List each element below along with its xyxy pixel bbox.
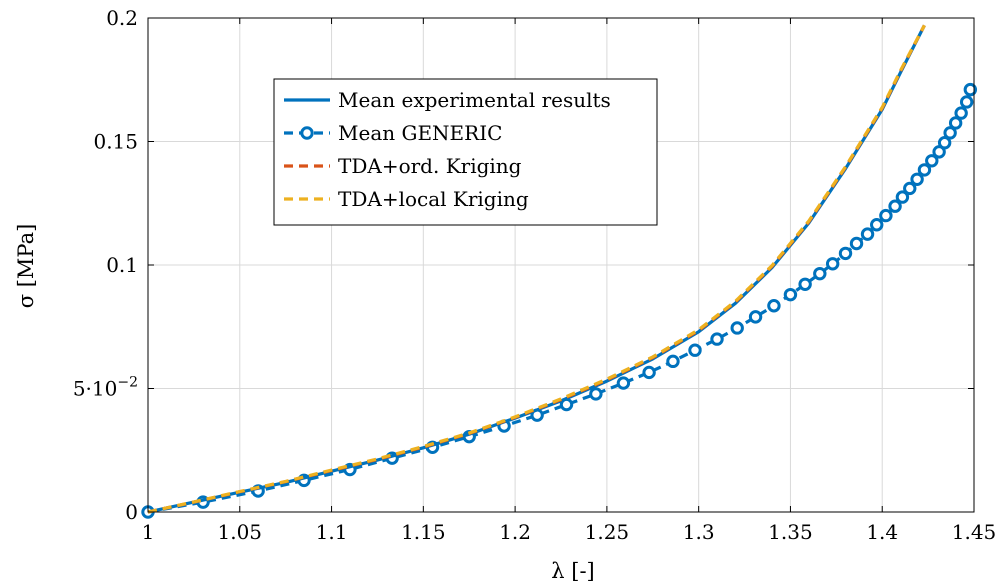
x-tick-label: 1.1 <box>316 520 348 544</box>
data-point <box>948 116 963 130</box>
legend: Mean experimental results Mean GENERIC TDA… <box>273 78 658 226</box>
data-point <box>642 365 656 380</box>
data-point <box>688 343 702 357</box>
data-point <box>932 145 946 159</box>
series-line-3 <box>147 24 926 514</box>
y-tick-exponent: −2 <box>117 375 138 391</box>
data-point <box>838 246 853 261</box>
data-point <box>813 266 827 281</box>
data-point <box>860 227 875 241</box>
data-point <box>910 172 924 186</box>
y-tick-label: 0 <box>125 500 138 524</box>
data-point <box>870 218 884 232</box>
tick-labels: 1 1.05 1.1 1.15 1.2 1.25 1.3 1.35 1.4 1.45 0 5·10−2… <box>73 6 996 544</box>
x-axis-label: λ [-] <box>551 559 594 583</box>
legend-marker <box>300 126 314 140</box>
data-point <box>943 126 957 140</box>
data-point <box>849 236 864 251</box>
x-tick-label: 1.45 <box>952 520 997 544</box>
x-tick-label: 1.4 <box>866 520 898 544</box>
data-point <box>959 95 974 109</box>
data-point <box>783 287 798 302</box>
data-point <box>903 181 917 196</box>
data-point <box>895 190 910 204</box>
series-layer <box>141 24 978 519</box>
data-point <box>954 106 968 120</box>
data-point <box>798 277 812 291</box>
legend-label-3: TDA+local Kriging <box>338 187 529 211</box>
data-point <box>730 321 744 335</box>
x-tick-label: 1.3 <box>683 520 715 544</box>
data-point <box>888 199 902 213</box>
data-point <box>767 299 781 313</box>
data-point <box>616 376 631 390</box>
data-point <box>589 387 603 401</box>
y-tick-label: 5·10−2 <box>73 375 138 401</box>
data-point <box>937 136 952 150</box>
x-tick-label: 1.35 <box>768 520 813 544</box>
x-tick-label: 1.2 <box>499 520 531 544</box>
data-point <box>710 332 724 346</box>
y-tick-label: 0.15 <box>93 130 138 154</box>
data-point <box>879 208 893 223</box>
x-tick-label: 1.15 <box>401 520 446 544</box>
data-point <box>748 310 763 324</box>
data-point <box>917 163 932 177</box>
x-tick-label: 1 <box>142 520 155 544</box>
x-tick-label: 1.25 <box>585 520 630 544</box>
legend-label-0: Mean experimental results <box>338 88 611 112</box>
data-point <box>963 82 978 97</box>
x-tick-label: 1.05 <box>218 520 263 544</box>
legend-label-1: Mean GENERIC <box>338 121 502 145</box>
data-point <box>825 257 840 271</box>
data-point <box>925 154 939 168</box>
legend-label-2: TDA+ord. Kriging <box>338 154 522 178</box>
y-tick-label: 0.1 <box>106 253 138 277</box>
legend-box <box>273 78 658 226</box>
y-axis-label: σ [MPa] <box>14 224 38 309</box>
data-point <box>666 354 680 369</box>
axis-ticks <box>147 17 975 513</box>
y-tick-label: 0.2 <box>106 6 138 30</box>
